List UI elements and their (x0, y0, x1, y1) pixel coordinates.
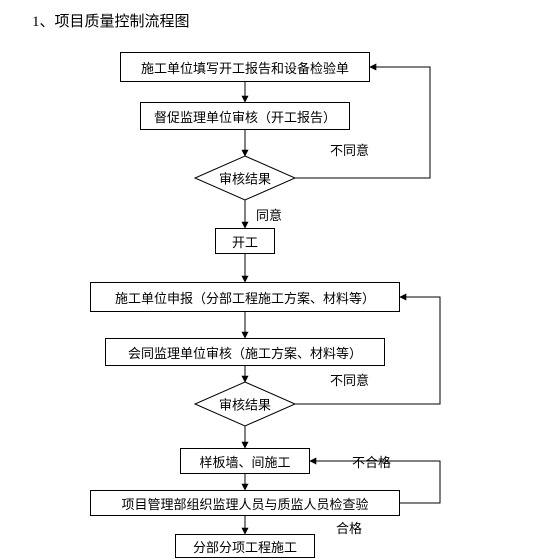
edge-label-n6-bad: 不合格 (352, 452, 391, 471)
node-n8: 分部分项工程施工 (175, 534, 315, 558)
node-n2: 督促监理单位审核（开工报告） (140, 102, 350, 130)
node-n1: 施工单位填写开工报告和设备检验单 (120, 52, 370, 82)
node-n4: 施工单位申报（分部工程施工方案、材料等） (90, 282, 400, 312)
edge-label-n7-ok: 合格 (336, 518, 362, 537)
node-n5: 会同监理单位审核（施工方案、材料等） (105, 338, 385, 366)
edge-label-d2-no: 不同意 (330, 370, 369, 389)
edge-label-d1-yes: 同意 (256, 205, 282, 224)
edge-label-d1-no: 不同意 (330, 140, 369, 159)
node-n6: 样板墙、间施工 (180, 448, 310, 474)
connectors (0, 0, 553, 560)
flowchart-page: 1、项目质量控制流程图 施工单位填写开工报告和设备检验单 (0, 0, 553, 560)
node-n3: 开工 (215, 228, 275, 254)
node-d1-label: 审核结果 (219, 169, 271, 188)
node-d2-label: 审核结果 (219, 395, 271, 414)
node-n7: 项目管理部组织监理人员与质监人员检查验 (90, 490, 400, 516)
